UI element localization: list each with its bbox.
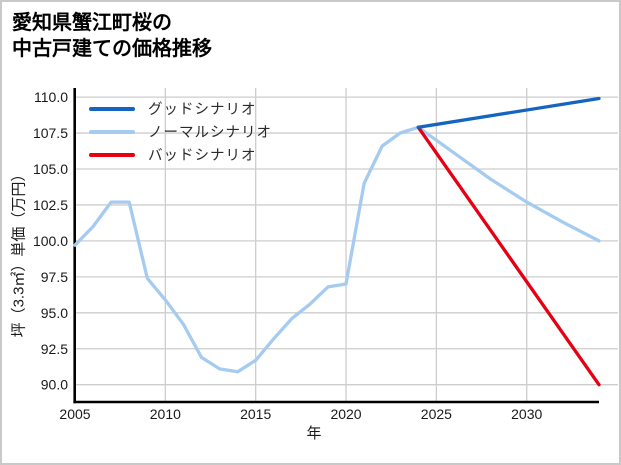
y-tick-label: 95.0	[41, 305, 68, 321]
y-tick-label: 102.5	[33, 197, 68, 213]
legend-item-bad-scenario: バッドシナリオ	[89, 143, 272, 166]
chart-title-line-2: 中古戸建ての価格推移	[12, 38, 212, 60]
x-tick-label: 2030	[511, 406, 542, 422]
chart-title: 愛知県蟹江町桜の 中古戸建ての価格推移	[12, 10, 212, 62]
x-tick-label: 2015	[240, 406, 271, 422]
series-line-0	[416, 96, 601, 129]
legend: グッドシナリオ ノーマルシナリオ バッドシナリオ	[89, 97, 272, 166]
legend-line-swatch-good	[89, 106, 135, 111]
y-tick-label: 92.5	[41, 341, 68, 357]
legend-line-swatch-normal	[89, 129, 135, 134]
legend-label-normal: ノーマルシナリオ	[148, 125, 272, 141]
y-tick-label: 110.0	[34, 89, 68, 105]
legend-label-bad: バッドシナリオ	[148, 148, 257, 164]
y-tick-label: 105.0	[33, 161, 68, 177]
y-tick-label: 97.5	[41, 269, 68, 285]
chart-title-line-1: 愛知県蟹江町桜の	[12, 12, 172, 34]
y-axis-label: 坪（3.3㎡）単価（万円）	[10, 166, 28, 338]
y-tick-label: 107.5	[33, 125, 68, 141]
x-tick-label: 2005	[59, 406, 90, 422]
legend-item-normal-scenario: ノーマルシナリオ	[89, 120, 272, 143]
series-line-2	[416, 125, 601, 387]
y-tick-label: 100.0	[33, 233, 68, 249]
legend-item-good-scenario: グッドシナリオ	[89, 97, 272, 120]
x-tick-label: 2010	[150, 406, 181, 422]
legend-line-swatch-bad	[89, 152, 135, 157]
x-tick-label: 2020	[330, 406, 361, 422]
legend-label-good: グッドシナリオ	[148, 102, 257, 118]
x-tick-label: 2025	[421, 406, 452, 422]
series-line-1	[73, 125, 601, 374]
x-axis-label: 年	[306, 425, 322, 442]
y-tick-label: 90.0	[41, 377, 68, 393]
